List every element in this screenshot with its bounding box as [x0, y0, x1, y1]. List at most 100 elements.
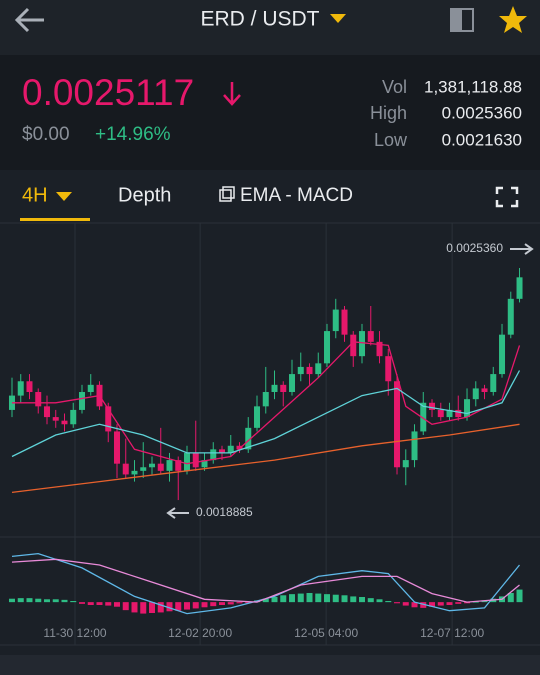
- back-button[interactable]: [14, 7, 44, 33]
- x-tick-label: 12-07 12:00: [420, 626, 484, 640]
- indicator-tab[interactable]: EMA - MACD: [240, 185, 353, 206]
- macd-bar: [367, 598, 374, 603]
- x-tick-label: 11-30 12:00: [43, 626, 106, 640]
- macd-bar: [105, 602, 112, 606]
- pair-dropdown[interactable]: [330, 14, 346, 23]
- pair-title[interactable]: ERD / USDT: [200, 8, 319, 31]
- candle-body: [446, 409, 453, 418]
- candle-body: [254, 406, 261, 428]
- down-arrow: [223, 82, 241, 106]
- candle-body: [52, 417, 59, 421]
- macd-bar: [157, 602, 164, 613]
- icon-half: [451, 9, 462, 31]
- indicator-icon: [219, 186, 235, 202]
- price-annotation: 0.0018885: [196, 505, 253, 519]
- chart-area: [0, 223, 540, 655]
- candle-body: [157, 463, 164, 471]
- candle-body: [87, 384, 94, 393]
- macd-bar: [35, 598, 42, 603]
- stat-value: 0.0025360: [442, 103, 522, 122]
- macd-bar: [411, 602, 418, 608]
- macd-bar: [219, 602, 226, 605]
- candle-body: [394, 381, 401, 468]
- macd-bar: [210, 602, 217, 607]
- icon-box: [219, 189, 232, 202]
- candle-body: [166, 460, 173, 471]
- stat-value: 0.0021630: [442, 130, 522, 149]
- candle-body: [324, 331, 331, 364]
- indicator-line: [12, 341, 521, 465]
- macd-bar: [376, 599, 383, 603]
- depth-tab[interactable]: Depth: [118, 184, 171, 206]
- candle-body: [507, 298, 514, 335]
- ticker-panel: [0, 55, 540, 170]
- macd-bar: [472, 601, 479, 603]
- candle-body: [227, 445, 234, 453]
- candle-body: [219, 449, 226, 453]
- macd-bar: [87, 602, 94, 605]
- candle-body: [341, 309, 348, 335]
- candle-body: [402, 460, 409, 468]
- macd-bar: [8, 598, 15, 603]
- candle-body: [245, 427, 252, 450]
- macd-bar: [175, 602, 182, 611]
- macd-bar: [43, 599, 50, 603]
- macd-bar: [420, 602, 427, 608]
- last-price: 0.0025117: [22, 72, 194, 113]
- indicator-line: [11, 423, 520, 494]
- macd-bar: [236, 602, 243, 604]
- candle-body: [201, 460, 208, 468]
- macd-bar: [429, 602, 436, 607]
- candle-body: [70, 409, 77, 425]
- candle-body: [122, 463, 129, 475]
- candle-body: [516, 277, 523, 299]
- macd-bar: [61, 599, 68, 603]
- macd-bar: [359, 597, 366, 603]
- macd-bar: [402, 602, 409, 606]
- macd-bar: [324, 594, 331, 603]
- candle-body: [367, 331, 374, 342]
- candle-body: [359, 331, 366, 357]
- candle-body: [26, 381, 33, 393]
- candle-body: [210, 449, 217, 461]
- candle-body: [236, 445, 243, 450]
- macd-bar: [166, 602, 173, 612]
- macd-bar: [17, 598, 24, 603]
- macd-bar: [131, 602, 138, 613]
- candle-body: [332, 309, 339, 332]
- bottom-bar: [0, 655, 540, 675]
- macd-bar: [227, 602, 234, 605]
- candle-body: [472, 388, 479, 400]
- interval-tab[interactable]: 4H: [22, 184, 48, 206]
- macd-bar: [262, 598, 269, 603]
- indicator-line: [11, 558, 520, 603]
- macd-bar: [26, 598, 33, 603]
- macd-bar: [332, 594, 339, 603]
- candle-body: [35, 392, 42, 407]
- candle-body: [192, 452, 199, 468]
- candle-body: [262, 392, 269, 407]
- candle-body: [289, 374, 296, 393]
- layout-toggle[interactable]: [450, 8, 474, 32]
- candle-body: [481, 388, 488, 393]
- candle-body: [420, 402, 427, 432]
- x-tick-label: 12-02 20:00: [168, 626, 232, 640]
- candle-body: [61, 420, 68, 425]
- candle-body: [17, 381, 24, 396]
- fullscreen-button[interactable]: [495, 186, 519, 208]
- interval-dropdown[interactable]: [56, 192, 72, 201]
- favorite-star[interactable]: [499, 6, 527, 33]
- tab-bar: [0, 170, 540, 223]
- price-change: +14.96%: [95, 124, 171, 145]
- candle-body: [464, 399, 471, 418]
- macd-bar: [341, 595, 348, 603]
- candle-body: [297, 366, 304, 375]
- macd-bar: [350, 596, 357, 603]
- stat-label: Low: [374, 130, 408, 150]
- stat-value: 1,381,118.88: [424, 77, 522, 96]
- fiat-price: $0.00: [22, 124, 70, 145]
- candle-body: [411, 431, 418, 461]
- macd-bar: [70, 601, 77, 603]
- macd-bar: [394, 602, 401, 604]
